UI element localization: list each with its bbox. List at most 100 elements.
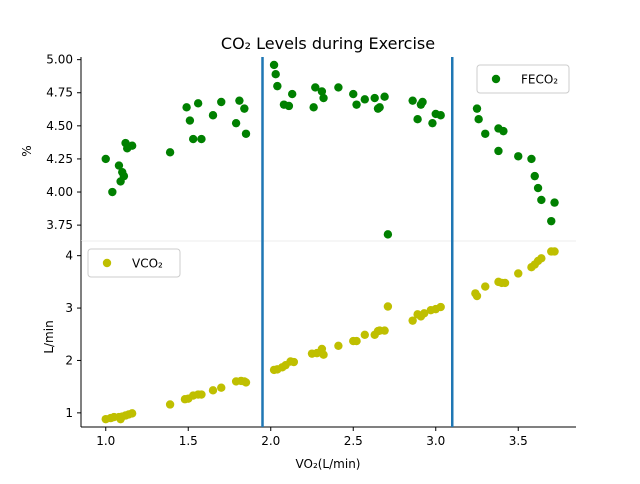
top-data-point <box>182 103 191 112</box>
bottom-y-tick-label: 4 <box>65 249 73 263</box>
top-data-point <box>269 60 279 70</box>
bottom-data-point <box>208 386 218 395</box>
bottom-panel: 1 2 3 4 1.0 1.5 2.0 2.5 3.0 3.5 VCO₂ <box>65 241 576 448</box>
top-data-point <box>185 116 195 125</box>
top-data-point <box>311 83 320 92</box>
top-data-point <box>241 129 251 138</box>
bottom-data-point <box>241 378 251 387</box>
x-tick-label: 1.0 <box>96 434 115 448</box>
bottom-legend-box <box>87 248 181 278</box>
bottom-data-point <box>217 383 226 392</box>
top-data-point <box>309 103 318 112</box>
x-tick-label: 2.5 <box>344 434 363 448</box>
top-data-point <box>360 95 369 104</box>
bottom-legend-label: VCO₂ <box>132 257 163 271</box>
x-axis-label: VO₂(L/min) <box>296 457 361 471</box>
top-data-point <box>349 89 358 99</box>
top-data-point <box>319 93 328 103</box>
top-data-point <box>288 89 297 99</box>
top-data-point <box>533 183 543 193</box>
top-data-point <box>127 141 137 150</box>
top-y-tick-label: 4.25 <box>46 152 73 166</box>
bottom-data-point <box>537 254 546 263</box>
top-y-tick-label: 4.00 <box>46 185 73 199</box>
top-data-point <box>240 104 249 113</box>
top-data-point <box>481 129 490 138</box>
bottom-data-point <box>380 326 389 335</box>
top-data-point <box>499 126 508 136</box>
top-data-point <box>317 87 327 96</box>
top-data-point <box>208 111 218 120</box>
top-data-point <box>114 161 124 170</box>
top-legend-marker <box>491 74 501 84</box>
bottom-data-point <box>472 291 482 301</box>
bottom-y-tick-label: 3 <box>65 301 73 315</box>
bottom-data-point <box>165 400 175 409</box>
top-data-point <box>197 134 206 144</box>
top-data-point <box>537 195 546 205</box>
top-data-point <box>189 134 198 144</box>
top-data-point <box>119 171 129 181</box>
top-data-point <box>514 152 523 161</box>
bottom-y-tick-label: 2 <box>65 353 73 367</box>
top-data-point <box>472 104 482 113</box>
top-data-point <box>494 146 503 156</box>
bottom-data-point <box>197 390 206 399</box>
top-data-point <box>474 115 483 124</box>
bottom-data-point <box>383 302 393 311</box>
top-data-point <box>428 118 437 128</box>
bottom-y-tick-label: 1 <box>65 406 73 420</box>
x-tick-label: 1.5 <box>179 434 198 448</box>
top-data-point <box>550 198 559 207</box>
top-y-tick-label: 3.75 <box>46 218 73 232</box>
top-y-tick-label: 4.75 <box>46 86 73 100</box>
top-data-point <box>284 101 294 111</box>
top-legend-box <box>476 64 570 94</box>
top-data-point <box>235 96 244 105</box>
bottom-data-point <box>408 316 417 325</box>
top-data-point <box>380 92 389 101</box>
top-data-point <box>547 216 556 226</box>
top-data-point <box>413 115 422 124</box>
top-data-point <box>418 97 427 107</box>
top-data-point <box>101 154 110 164</box>
top-data-point <box>370 93 379 103</box>
bottom-data-point <box>319 350 328 359</box>
top-data-point <box>383 230 393 239</box>
top-data-point <box>334 83 343 92</box>
bottom-data-point <box>436 302 445 312</box>
top-data-point <box>231 118 241 128</box>
top-data-point <box>273 81 282 91</box>
bottom-legend-marker <box>102 258 112 268</box>
top-data-point <box>217 97 226 107</box>
top-data-point <box>530 171 539 181</box>
bottom-data-point <box>481 282 490 291</box>
top-y-axis-label: % <box>20 145 34 156</box>
bottom-data-point <box>500 278 510 288</box>
top-data-point <box>193 99 203 108</box>
top-data-point <box>375 103 384 112</box>
bottom-data-point <box>360 330 369 339</box>
bottom-data-point <box>550 247 559 256</box>
bottom-data-point <box>289 357 299 367</box>
x-tick-label: 3.5 <box>509 434 528 448</box>
x-tick-label: 2.0 <box>261 434 280 448</box>
bottom-data-point <box>420 309 429 318</box>
bottom-y-axis-label: L/min <box>42 320 56 353</box>
top-legend-label: FECO₂ <box>521 73 558 87</box>
top-data-point <box>108 187 117 197</box>
top-y-tick-label: 5.00 <box>46 53 73 67</box>
chart-title: CO₂ Levels during Exercise <box>221 34 435 53</box>
top-data-point <box>408 96 417 105</box>
bottom-data-point <box>334 341 343 350</box>
bottom-data-point <box>127 409 137 418</box>
bottom-data-point <box>514 269 523 278</box>
top-data-point <box>436 111 445 120</box>
top-data-point <box>271 70 280 79</box>
bottom-data-point <box>352 336 361 346</box>
top-panel: 3.75 4.00 4.25 4.50 4.75 5.00 FECO₂ <box>46 53 576 242</box>
top-y-tick-label: 4.50 <box>46 119 73 133</box>
top-data-point <box>527 154 536 164</box>
